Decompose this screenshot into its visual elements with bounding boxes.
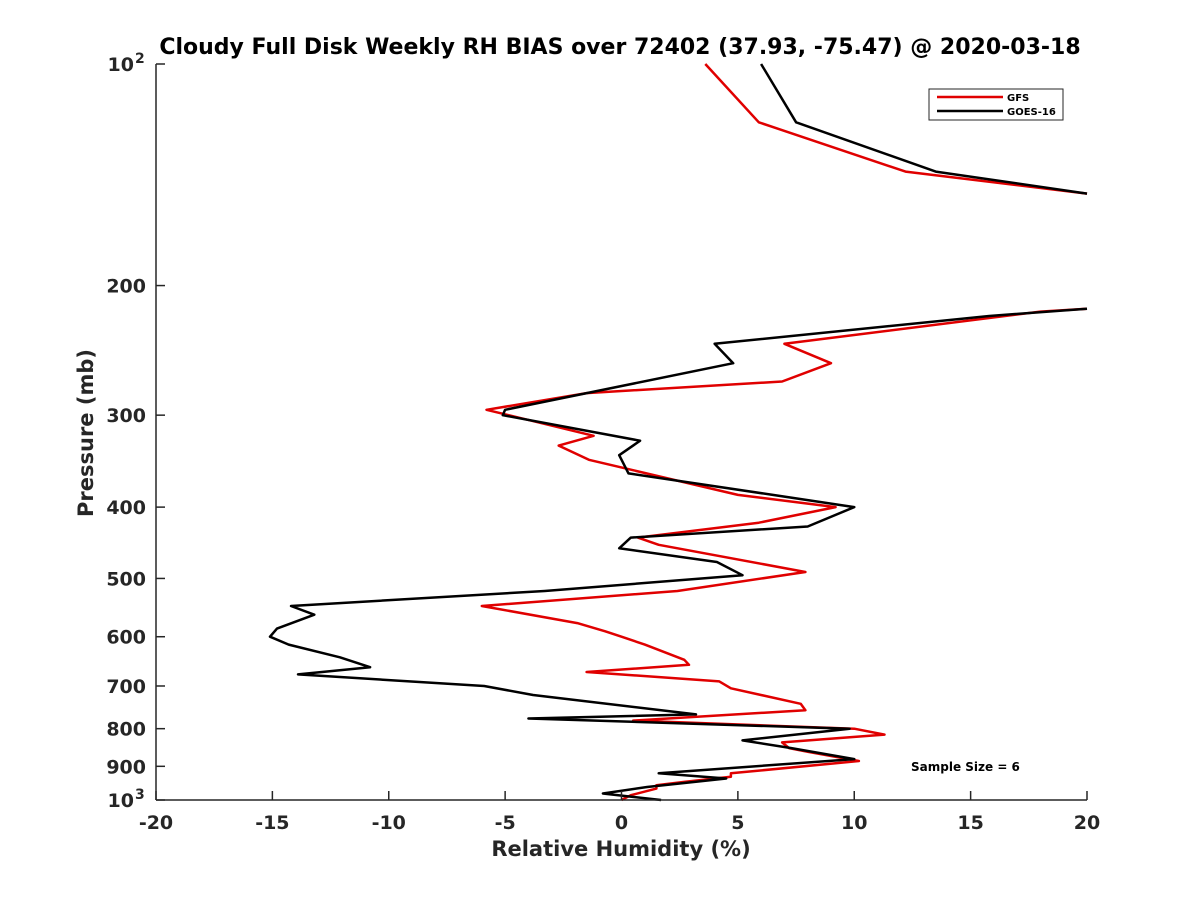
legend-box (928, 88, 1064, 121)
y-tick-label: 600 (106, 627, 146, 649)
x-tick-label: -10 (372, 812, 406, 834)
y-tick-label: 800 (106, 719, 146, 741)
x-tick-label: 20 (1074, 812, 1100, 834)
legend-label-gfs: GFS (1007, 93, 1029, 104)
y-tick-label: 10 (108, 54, 134, 76)
y-tick-label: 300 (106, 405, 146, 427)
y-axis-label: Pressure (mb) (74, 349, 98, 517)
sample-size-annotation: Sample Size = 6 (911, 760, 1020, 774)
y-tick-label: 500 (106, 568, 146, 590)
x-axis-label: Relative Humidity (%) (491, 837, 750, 861)
x-tick-label: 10 (841, 812, 867, 834)
y-tick-label: 700 (106, 676, 146, 698)
legend: GFS GOES-16 (928, 88, 1064, 121)
y-tick-exponent: 2 (135, 51, 145, 67)
series-line-gfs (480, 63, 1088, 802)
series-line-goes16 (268, 63, 1088, 802)
x-tick-label: -20 (139, 812, 173, 834)
x-tick-label: -5 (495, 812, 516, 834)
y-tick-label: 200 (106, 276, 146, 298)
legend-label-goes16: GOES-16 (1007, 107, 1056, 118)
y-tick-label: 900 (106, 756, 146, 778)
series-layer (268, 63, 1088, 802)
y-tick-exponent: 3 (135, 787, 145, 803)
x-tick-label: 0 (615, 812, 628, 834)
y-tick-label: 400 (106, 497, 146, 519)
x-ticks: -20 -15 -10 -5 0 5 10 15 20 (139, 791, 1100, 834)
y-tick-label: 10 (108, 790, 134, 812)
x-tick-label: 5 (731, 812, 744, 834)
chart-title: Cloudy Full Disk Weekly RH BIAS over 724… (159, 35, 1080, 60)
x-tick-label: 15 (957, 812, 983, 834)
x-tick-label: -15 (255, 812, 289, 834)
